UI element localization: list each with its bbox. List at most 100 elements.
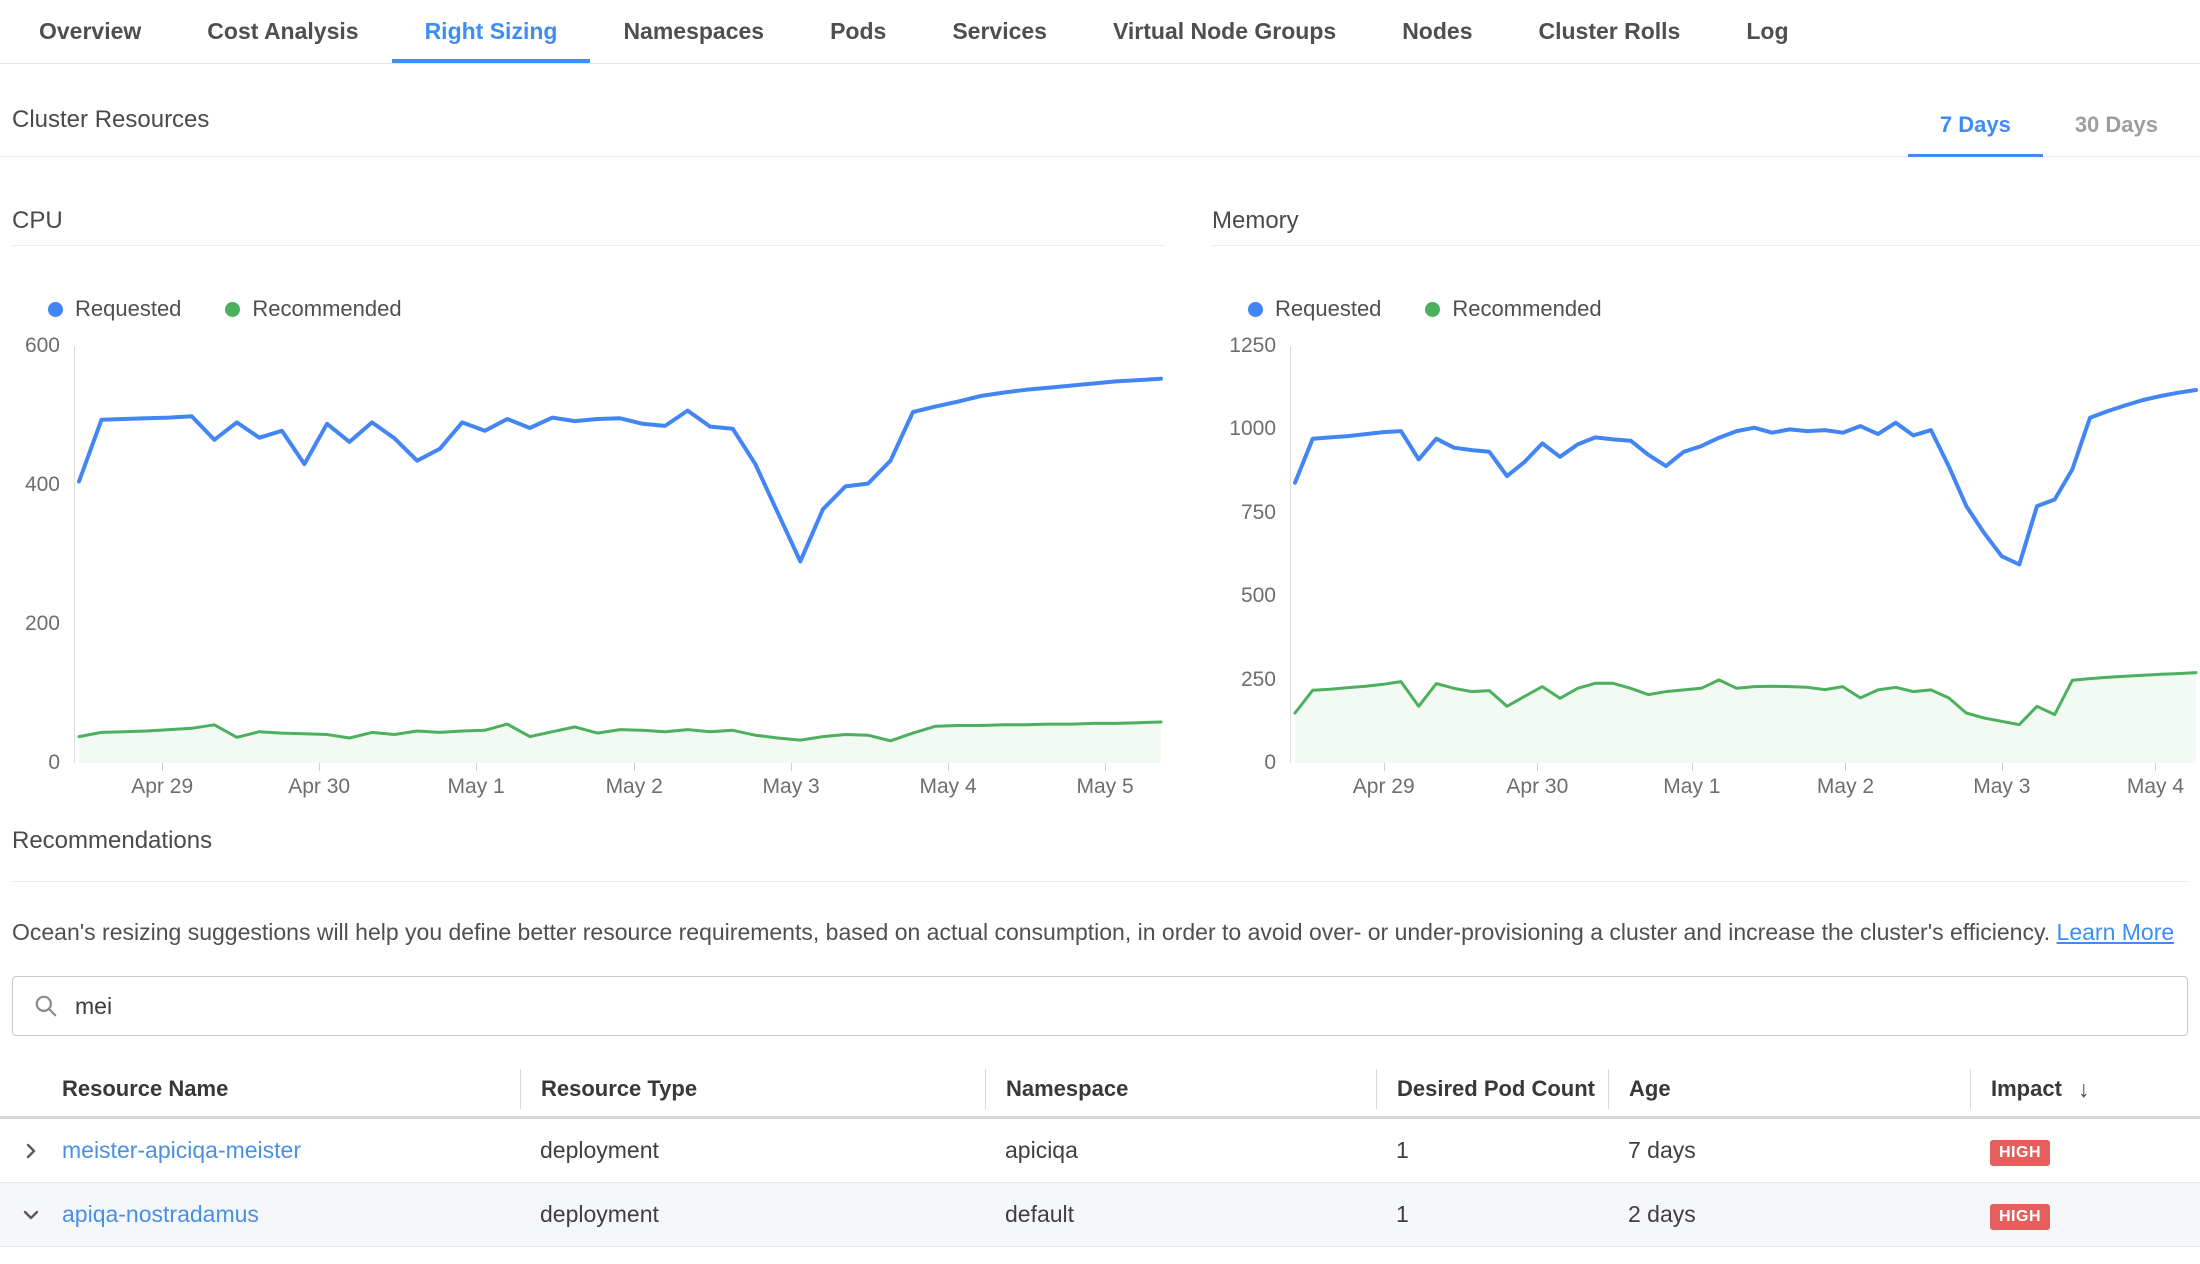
legend-item-requested[interactable]: Requested — [48, 296, 181, 322]
search-input[interactable] — [75, 992, 2167, 1020]
x-axis-tick — [162, 763, 164, 771]
x-axis-label: Apr 30 — [288, 775, 351, 798]
y-axis-label: 400 — [24, 473, 60, 496]
range-tab-7-days[interactable]: 7 Days — [1907, 112, 2043, 157]
resource-type-cell: deployment — [540, 1137, 659, 1164]
x-axis-label: May 1 — [447, 775, 505, 798]
time-range-tabs: 7 Days 30 Days — [1907, 112, 2190, 157]
cpu-plot-area: Apr 29 Apr 30 May 1 May 2 May 3 May 4 May 5 — [74, 346, 1165, 798]
resource-search[interactable] — [12, 976, 2188, 1037]
namespace-cell: apiciqa — [1005, 1137, 1078, 1164]
x-axis-label: May 5 — [1076, 775, 1134, 798]
cpu-chart-title: CPU — [12, 207, 1165, 246]
y-axis-label: 600 — [24, 334, 60, 357]
column-header-label: Resource Type — [541, 1076, 698, 1102]
y-axis-label: 750 — [1240, 500, 1276, 524]
legend-label: Recommended — [1452, 296, 1602, 321]
tab-virtual-node-groups[interactable]: Virtual Node Groups — [1112, 18, 1337, 44]
chevron-right-icon[interactable] — [0, 1140, 62, 1162]
recommendations-section: Recommendations Ocean's resizing suggest… — [12, 827, 2188, 948]
column-header-resource-type[interactable]: Resource Type — [520, 1069, 985, 1110]
impact-cell: HIGH — [1970, 1136, 2200, 1166]
column-header-age[interactable]: Age — [1608, 1069, 1970, 1110]
column-header-desired-pod-count[interactable]: Desired Pod Count — [1376, 1069, 1608, 1110]
impact-badge: HIGH — [1990, 1203, 2050, 1230]
cpu-y-axis: 600 400 200 0 — [12, 334, 74, 774]
column-header-namespace[interactable]: Namespace — [985, 1069, 1376, 1110]
tab-nodes[interactable]: Nodes — [1402, 18, 1473, 44]
x-axis-tick — [1537, 763, 1539, 771]
column-header-label: Impact — [1991, 1076, 2062, 1102]
cpu-legend: Requested Recommended — [48, 296, 1165, 322]
legend-label: Requested — [1275, 296, 1382, 321]
x-axis-label: May 4 — [919, 775, 977, 798]
recommendations-text: Ocean's resizing suggestions will help y… — [12, 919, 2051, 945]
memory-chart-title: Memory — [1212, 207, 2200, 246]
column-header-label: Desired Pod Count — [1397, 1076, 1596, 1102]
memory-chart: 1250 1000 750 500 250 0 Apr 29 Apr 30 May 1 May … — [1212, 334, 2200, 798]
x-axis-label: May 2 — [605, 775, 663, 798]
requested-legend-dot — [48, 301, 63, 317]
cpu-chart: 600 400 200 0 Apr 29 Apr 30 May 1 May 2 May 3 Ma… — [12, 334, 1165, 798]
legend-label: Requested — [75, 296, 182, 321]
x-axis-tick — [1383, 763, 1385, 771]
table-row[interactable]: meister-apiciqa-meister deployment apiciqa… — [0, 1119, 2200, 1184]
y-axis-label: 1000 — [1229, 417, 1276, 441]
chevron-down-icon[interactable] — [0, 1204, 62, 1226]
y-axis-label: 0 — [48, 751, 60, 774]
x-axis-tick — [948, 763, 950, 771]
x-axis-label: May 4 — [2126, 775, 2185, 798]
desired-pod-count-cell: 1 — [1396, 1137, 1409, 1164]
tab-log[interactable]: Log — [1746, 18, 1789, 44]
namespace-cell: default — [1005, 1201, 1075, 1228]
tab-services[interactable]: Services — [952, 18, 1047, 44]
memory-chart-section: Memory Requested Recommended 1250 1000 750 5… — [1212, 157, 2200, 798]
column-header-impact[interactable]: Impact ↓ — [1970, 1069, 2200, 1110]
memory-legend: Requested Recommended — [1248, 296, 2200, 322]
resource-name-link[interactable]: apiqa-nostradamus — [62, 1201, 259, 1228]
legend-item-recommended[interactable]: Recommended — [1425, 296, 1602, 322]
resource-name-link[interactable]: meister-apiciqa-meister — [62, 1137, 302, 1164]
desired-pod-count-cell: 1 — [1396, 1201, 1409, 1228]
x-axis-label: May 3 — [762, 775, 820, 798]
main-tab-bar: Overview Cost Analysis Right Sizing Namespa… — [0, 0, 2200, 64]
tab-right-sizing[interactable]: Right Sizing — [391, 0, 591, 63]
recommended-legend-dot — [1425, 301, 1441, 317]
y-axis-label: 200 — [24, 612, 60, 635]
resource-name-cell: meister-apiciqa-meister — [0, 1137, 520, 1164]
legend-item-recommended[interactable]: Recommended — [225, 296, 402, 322]
tab-namespaces[interactable]: Namespaces — [623, 18, 765, 44]
y-axis-label: 1250 — [1229, 334, 1276, 357]
recommended-legend-dot — [225, 301, 241, 317]
x-axis-tick — [319, 763, 321, 771]
learn-more-link[interactable]: Learn More — [2056, 919, 2175, 945]
legend-label: Recommended — [252, 296, 402, 321]
range-tab-30-days[interactable]: 30 Days — [2074, 112, 2158, 137]
x-axis-tick — [1691, 763, 1693, 771]
age-cell: 7 days — [1628, 1137, 1696, 1164]
section-title: Cluster Resources — [12, 106, 210, 133]
impact-cell: HIGH — [1970, 1200, 2200, 1230]
tab-cost-analysis[interactable]: Cost Analysis — [207, 18, 359, 44]
x-axis-label: Apr 29 — [1352, 775, 1415, 798]
x-axis-tick — [1845, 763, 1847, 771]
tab-cluster-rolls[interactable]: Cluster Rolls — [1538, 18, 1681, 44]
y-axis-label: 250 — [1240, 667, 1276, 691]
age-cell: 2 days — [1628, 1201, 1696, 1228]
table-body: meister-apiciqa-meister deployment apiciqa… — [0, 1119, 2200, 1248]
table-row[interactable]: apiqa-nostradamus deployment default 1 2 day… — [0, 1183, 2200, 1248]
sort-descending-icon: ↓ — [2077, 1075, 2090, 1102]
x-axis-label: May 2 — [1816, 775, 1875, 798]
recommendations-description: Ocean's resizing suggestions will help y… — [12, 916, 2188, 948]
column-header-resource-name[interactable]: Resource Name — [0, 1069, 520, 1109]
recommendations-title: Recommendations — [12, 827, 2188, 882]
tab-pods[interactable]: Pods — [830, 18, 887, 44]
x-axis-tick — [476, 763, 478, 771]
tab-overview[interactable]: Overview — [39, 18, 142, 44]
resource-name-cell: apiqa-nostradamus — [0, 1201, 520, 1228]
y-axis-label: 500 — [1240, 584, 1276, 608]
charts-row: CPU Requested Recommended 600 400 200 0 Apr … — [0, 157, 2200, 798]
column-header-label: Age — [1629, 1076, 1671, 1102]
legend-item-requested[interactable]: Requested — [1248, 296, 1381, 322]
